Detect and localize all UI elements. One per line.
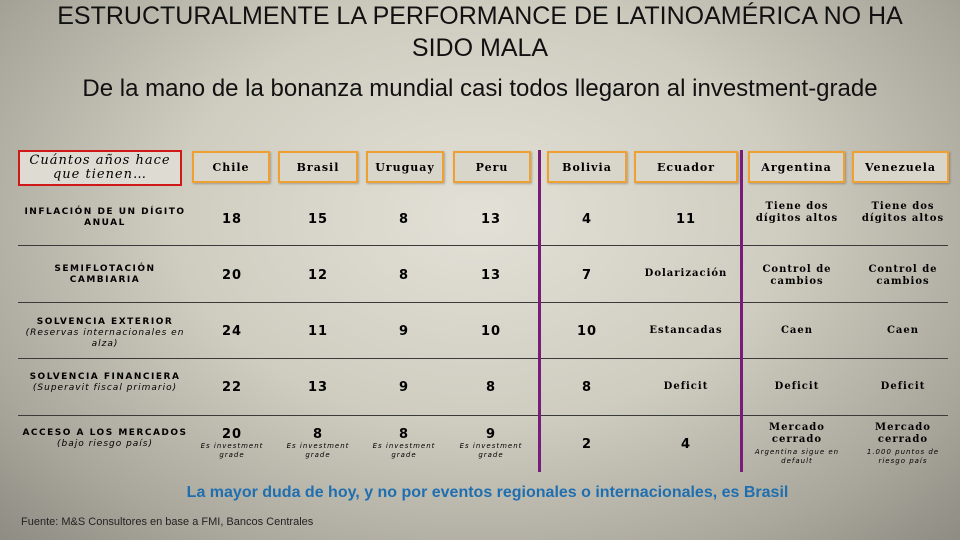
- cell-text: Estancadas: [649, 325, 723, 336]
- cell-value: 4: [581, 212, 593, 227]
- cell-value: 8: [398, 212, 410, 227]
- cell-value: 22: [221, 380, 243, 395]
- source-note: Fuente: M&S Consultores en base a FMI, B…: [21, 516, 314, 528]
- cell-note: 1.000 puntos de riesgo país: [866, 448, 940, 465]
- row-label-note: (Reservas internacionales en alza): [25, 328, 185, 349]
- cell-value: 9: [398, 324, 410, 339]
- row-label-text: ACCESO A LOS MERCADOS: [22, 428, 188, 438]
- cell-value: 15: [307, 212, 329, 227]
- cell-text: Deficit: [663, 381, 709, 392]
- row-divider: [18, 415, 948, 416]
- header-brasil: Brasil: [278, 151, 358, 183]
- cell-value: 10: [480, 324, 502, 339]
- slide-title: ESTRUCTURALMENTE LA PERFORMANCE DE LATIN…: [57, 2, 903, 62]
- row-label-semiflotacion: SEMIFLOTACIÓN CAMBIARIA: [54, 264, 156, 285]
- cell-value: 12: [307, 268, 329, 283]
- cell-value: 4: [680, 437, 692, 452]
- slide-subtitle: De la mano de la bonanza mundial casi to…: [82, 75, 878, 102]
- header-peru: Peru: [453, 151, 531, 183]
- cell-text: Control de cambios: [762, 264, 832, 287]
- row-label-note: (bajo riesgo país): [56, 439, 154, 449]
- cell-value: 24: [221, 324, 243, 339]
- cell-note: Es investment grade: [372, 442, 436, 459]
- cell-value: 7: [581, 268, 593, 283]
- cell-text: Mercado cerrado: [875, 422, 931, 445]
- header-ecuador: Ecuador: [634, 151, 738, 183]
- cell-text: Caen: [886, 325, 920, 336]
- row-label-text: SOLVENCIA EXTERIOR: [36, 317, 174, 327]
- cell-value: 8: [581, 380, 593, 395]
- row-label-solvencia-exterior: SOLVENCIA EXTERIOR (Reservas internacion…: [20, 317, 190, 350]
- cell-note: Es investment grade: [459, 442, 523, 459]
- row-label-text: SOLVENCIA FINANCIERA: [29, 372, 181, 382]
- cell-value: 9: [398, 380, 410, 395]
- cell-value: 8: [485, 380, 497, 395]
- cell-text: Tiene dos dígitos altos: [755, 201, 839, 224]
- cell-value: 11: [675, 212, 697, 227]
- cell-text: Control de cambios: [868, 264, 938, 287]
- row-label-acceso-mercados: ACCESO A LOS MERCADOS (bajo riesgo país): [20, 428, 190, 450]
- header-bolivia: Bolivia: [547, 151, 627, 183]
- cell-note: Argentina sigue en default: [754, 448, 840, 465]
- row-label-solvencia-financiera: SOLVENCIA FINANCIERA (Superavit fiscal p…: [20, 372, 190, 394]
- cell-value: 8: [312, 427, 324, 442]
- header-venezuela: Venezuela: [852, 151, 949, 183]
- cell-text: Dolarización: [644, 268, 728, 279]
- cell-text: Caen: [780, 325, 814, 336]
- row-divider: [18, 245, 948, 246]
- conclusion-text: La mayor duda de hoy, y no por eventos r…: [186, 484, 789, 501]
- cell-value: 11: [307, 324, 329, 339]
- cell-value: 10: [576, 324, 598, 339]
- header-uruguay: Uruguay: [366, 151, 444, 183]
- cell-value: 13: [480, 212, 502, 227]
- row-divider: [18, 302, 948, 303]
- group-divider-2: [740, 150, 743, 472]
- cell-value: 9: [485, 427, 497, 442]
- cell-value: 13: [480, 268, 502, 283]
- row-label-inflacion: INFLACIÓN DE UN DÍGITO ANUAL: [24, 207, 186, 228]
- cell-value: 13: [307, 380, 329, 395]
- cell-note: Es investment grade: [286, 442, 350, 459]
- group-divider-1: [538, 150, 541, 472]
- row-label-note: (Superavit fiscal primario): [32, 383, 178, 393]
- cell-text: Mercado cerrado: [769, 422, 825, 445]
- cell-text: Deficit: [880, 381, 926, 392]
- cell-text: Tiene dos dígitos altos: [861, 201, 945, 224]
- cell-value: 2: [581, 437, 593, 452]
- cell-value: 8: [398, 268, 410, 283]
- header-chile: Chile: [192, 151, 270, 183]
- cell-value: 20: [221, 268, 243, 283]
- cell-text: Deficit: [774, 381, 820, 392]
- header-argentina: Argentina: [748, 151, 845, 183]
- cell-value: 8: [398, 427, 410, 442]
- cell-value: 20: [221, 427, 243, 442]
- cell-value: 18: [221, 212, 243, 227]
- row-divider: [18, 358, 948, 359]
- cell-note: Es investment grade: [200, 442, 264, 459]
- question-header: Cuántos años hace que tienen…: [18, 150, 182, 186]
